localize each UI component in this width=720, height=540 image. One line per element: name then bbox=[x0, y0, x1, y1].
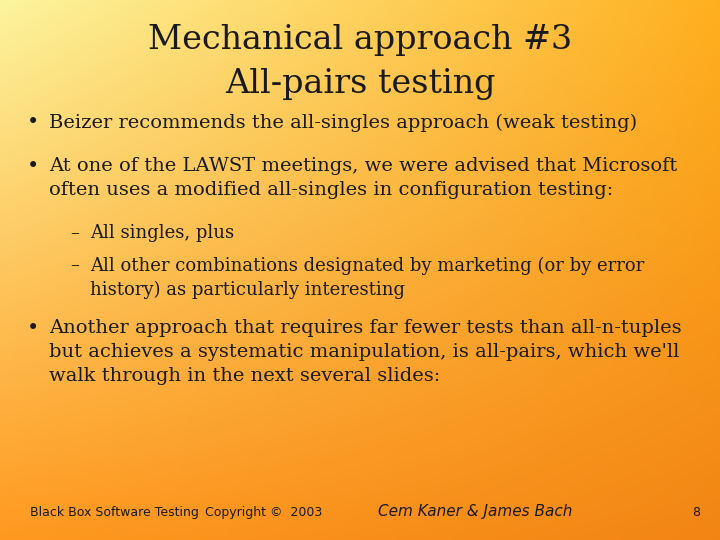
Text: 8: 8 bbox=[692, 507, 700, 519]
Text: •: • bbox=[27, 157, 40, 176]
Text: Copyright ©  2003: Copyright © 2003 bbox=[205, 507, 323, 519]
Text: All other combinations designated by marketing (or by error
history) as particul: All other combinations designated by mar… bbox=[90, 256, 644, 299]
Text: –: – bbox=[71, 256, 79, 274]
Text: At one of the LAWST meetings, we were advised that Microsoft
often uses a modifi: At one of the LAWST meetings, we were ad… bbox=[49, 157, 678, 199]
Text: •: • bbox=[27, 319, 40, 338]
Text: Mechanical approach #3: Mechanical approach #3 bbox=[148, 24, 572, 56]
Text: •: • bbox=[27, 113, 40, 132]
Text: –: – bbox=[71, 224, 79, 242]
Text: Another approach that requires far fewer tests than all-n-tuples
but achieves a : Another approach that requires far fewer… bbox=[49, 319, 682, 385]
Text: All singles, plus: All singles, plus bbox=[90, 224, 234, 242]
Text: All-pairs testing: All-pairs testing bbox=[225, 68, 495, 99]
Text: Beizer recommends the all-singles approach (weak testing): Beizer recommends the all-singles approa… bbox=[49, 113, 637, 132]
Text: Cem Kaner & James Bach: Cem Kaner & James Bach bbox=[378, 504, 572, 519]
Text: Black Box Software Testing: Black Box Software Testing bbox=[30, 507, 199, 519]
